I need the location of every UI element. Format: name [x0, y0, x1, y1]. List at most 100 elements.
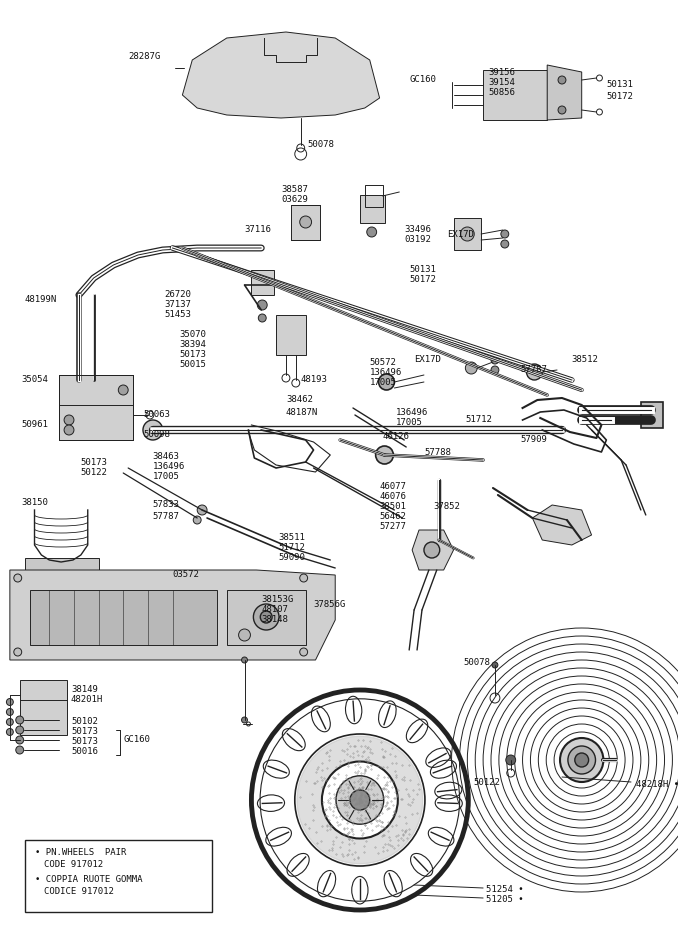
Circle shape: [300, 648, 308, 656]
Bar: [641, 402, 663, 428]
Text: 48193: 48193: [301, 375, 327, 384]
Text: 51712: 51712: [278, 543, 305, 552]
Text: EX17D: EX17D: [414, 355, 441, 364]
Text: 57788: 57788: [424, 448, 451, 457]
Text: 50961: 50961: [22, 420, 49, 429]
Circle shape: [506, 755, 515, 765]
Text: 17005: 17005: [153, 472, 180, 481]
Text: 136496: 136496: [153, 462, 185, 471]
Text: 26720: 26720: [164, 290, 191, 299]
Circle shape: [560, 738, 603, 782]
Circle shape: [424, 542, 440, 558]
Circle shape: [260, 611, 272, 623]
Text: 57787: 57787: [521, 365, 548, 374]
Circle shape: [64, 425, 74, 435]
Circle shape: [491, 356, 499, 364]
Circle shape: [558, 76, 566, 84]
Bar: [20, 680, 67, 735]
Text: 51453: 51453: [164, 310, 191, 319]
Text: 50856: 50856: [488, 88, 515, 97]
Bar: [30, 590, 217, 645]
Text: 50078: 50078: [308, 140, 334, 149]
Polygon shape: [59, 375, 133, 440]
Text: 37137: 37137: [164, 300, 191, 309]
Text: 50122: 50122: [81, 468, 108, 477]
Text: 50102: 50102: [71, 717, 98, 726]
Text: 50172: 50172: [409, 275, 436, 284]
Text: 37856G: 37856G: [314, 600, 346, 609]
Circle shape: [14, 648, 22, 656]
Text: 38463: 38463: [153, 452, 180, 461]
Text: 50172: 50172: [606, 92, 633, 101]
Circle shape: [568, 746, 596, 774]
Text: • COPPIA RUOTE GOMMA: • COPPIA RUOTE GOMMA: [34, 875, 142, 884]
Bar: [25, 558, 98, 573]
Bar: [365, 185, 383, 207]
Text: 35070: 35070: [180, 330, 206, 339]
Polygon shape: [533, 505, 592, 545]
Circle shape: [143, 420, 162, 440]
Circle shape: [239, 629, 250, 641]
Circle shape: [465, 362, 477, 374]
Text: 03629: 03629: [281, 195, 308, 204]
Bar: [30, 573, 94, 583]
Circle shape: [336, 776, 384, 825]
Text: 28287G: 28287G: [128, 52, 160, 61]
Circle shape: [6, 708, 13, 716]
Text: 46077: 46077: [380, 482, 407, 491]
Text: 50015: 50015: [180, 360, 206, 369]
Text: 50131: 50131: [409, 265, 436, 274]
Text: CODE 917012: CODE 917012: [44, 860, 103, 869]
Bar: [25, 840, 212, 912]
Circle shape: [558, 106, 566, 114]
Text: 39156: 39156: [488, 68, 515, 77]
Circle shape: [350, 790, 369, 810]
Text: 35054: 35054: [22, 375, 49, 384]
Text: 48218H •: 48218H •: [636, 780, 679, 789]
Circle shape: [14, 574, 22, 582]
Text: 50572: 50572: [369, 358, 396, 367]
Text: 136496: 136496: [396, 408, 429, 417]
Text: 56462: 56462: [380, 512, 407, 521]
Circle shape: [322, 762, 398, 839]
Bar: [360, 195, 385, 223]
Text: 51712: 51712: [465, 415, 492, 424]
Text: 03192: 03192: [405, 235, 431, 244]
Text: 38462: 38462: [286, 395, 313, 404]
Circle shape: [253, 604, 279, 630]
Circle shape: [300, 574, 308, 582]
Circle shape: [300, 216, 312, 228]
Text: 59090: 59090: [278, 553, 305, 562]
Text: 51254 •: 51254 •: [486, 885, 524, 894]
Circle shape: [460, 227, 474, 241]
Text: 03572: 03572: [173, 570, 200, 579]
Text: 46076: 46076: [380, 492, 407, 501]
Circle shape: [526, 364, 542, 380]
Text: 39154: 39154: [488, 78, 515, 87]
Circle shape: [16, 736, 23, 744]
Text: 50078: 50078: [464, 658, 491, 667]
Circle shape: [258, 314, 266, 322]
Text: EX17D: EX17D: [447, 230, 473, 239]
Circle shape: [16, 746, 23, 754]
Text: 57909: 57909: [521, 435, 548, 444]
Text: 136496: 136496: [369, 368, 402, 377]
Polygon shape: [412, 530, 453, 570]
Text: 50173: 50173: [71, 737, 98, 746]
Text: 38149: 38149: [71, 685, 98, 694]
Circle shape: [6, 729, 13, 735]
Circle shape: [6, 699, 13, 705]
Polygon shape: [10, 570, 335, 660]
Text: 57833: 57833: [153, 500, 180, 509]
Circle shape: [241, 657, 248, 663]
Text: 50016: 50016: [71, 747, 98, 756]
Circle shape: [241, 717, 248, 723]
Bar: [453, 218, 481, 250]
Text: GC160: GC160: [123, 735, 150, 744]
Text: 50063: 50063: [143, 410, 170, 419]
Text: 33496: 33496: [405, 225, 431, 234]
Bar: [291, 205, 321, 240]
Circle shape: [501, 240, 508, 248]
Circle shape: [6, 719, 13, 725]
Text: 46126: 46126: [383, 432, 409, 441]
